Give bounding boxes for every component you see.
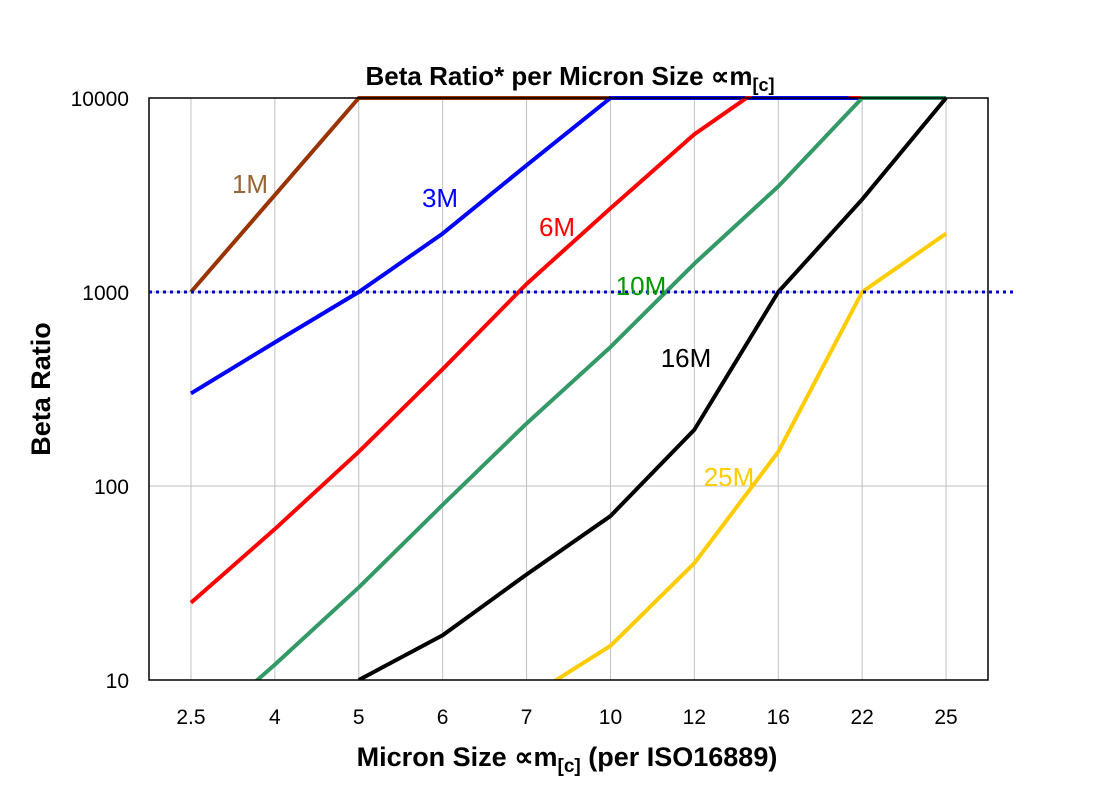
y-tick-label: 1000 xyxy=(82,282,129,305)
x-tick-label: 22 xyxy=(850,706,873,729)
series-lines xyxy=(189,96,948,680)
x-tick-label: 25 xyxy=(934,706,957,729)
y-tick-label: 10 xyxy=(106,670,129,693)
y-axis-label: Beta Ratio xyxy=(26,322,56,456)
x-tick-label: 5 xyxy=(353,706,365,729)
chart-title: Beta Ratio* per Micron Size ∝m[c] xyxy=(366,61,775,95)
series-label-25M: 25M xyxy=(704,462,755,492)
x-tick-label: 6 xyxy=(437,706,449,729)
y-tick-label: 10000 xyxy=(71,88,129,111)
x-tick-label: 10 xyxy=(599,706,622,729)
x-tick-label: 12 xyxy=(683,706,706,729)
y-tick-labels: 10 100 1000 10000 xyxy=(71,88,129,693)
series-label-10M: 10M xyxy=(616,271,667,301)
x-axis-label: Micron Size ∝m[c] (per ISO16889) xyxy=(357,742,778,777)
x-tick-label: 2.5 xyxy=(176,706,205,729)
series-label-3M: 3M xyxy=(422,183,458,213)
grid xyxy=(149,97,988,681)
series-label-16M: 16M xyxy=(661,343,712,373)
series-line-16M xyxy=(357,96,948,680)
series-label-6M: 6M xyxy=(539,212,575,242)
y-tick-label: 100 xyxy=(94,476,129,499)
x-tick-label: 4 xyxy=(269,706,281,729)
plot-frame xyxy=(148,97,989,681)
series-line-6M xyxy=(189,96,947,605)
x-tick-label: 7 xyxy=(521,706,533,729)
x-tick-labels: 2.5 4 5 6 7 10 12 16 22 25 xyxy=(176,706,957,729)
series-label-1M: 1M xyxy=(232,169,268,199)
series-labels: 1M 3M 6M 10M 16M 25M xyxy=(232,169,754,492)
series-line-10M xyxy=(254,96,947,680)
series-line-25M xyxy=(552,231,948,680)
x-tick-label: 16 xyxy=(767,706,790,729)
